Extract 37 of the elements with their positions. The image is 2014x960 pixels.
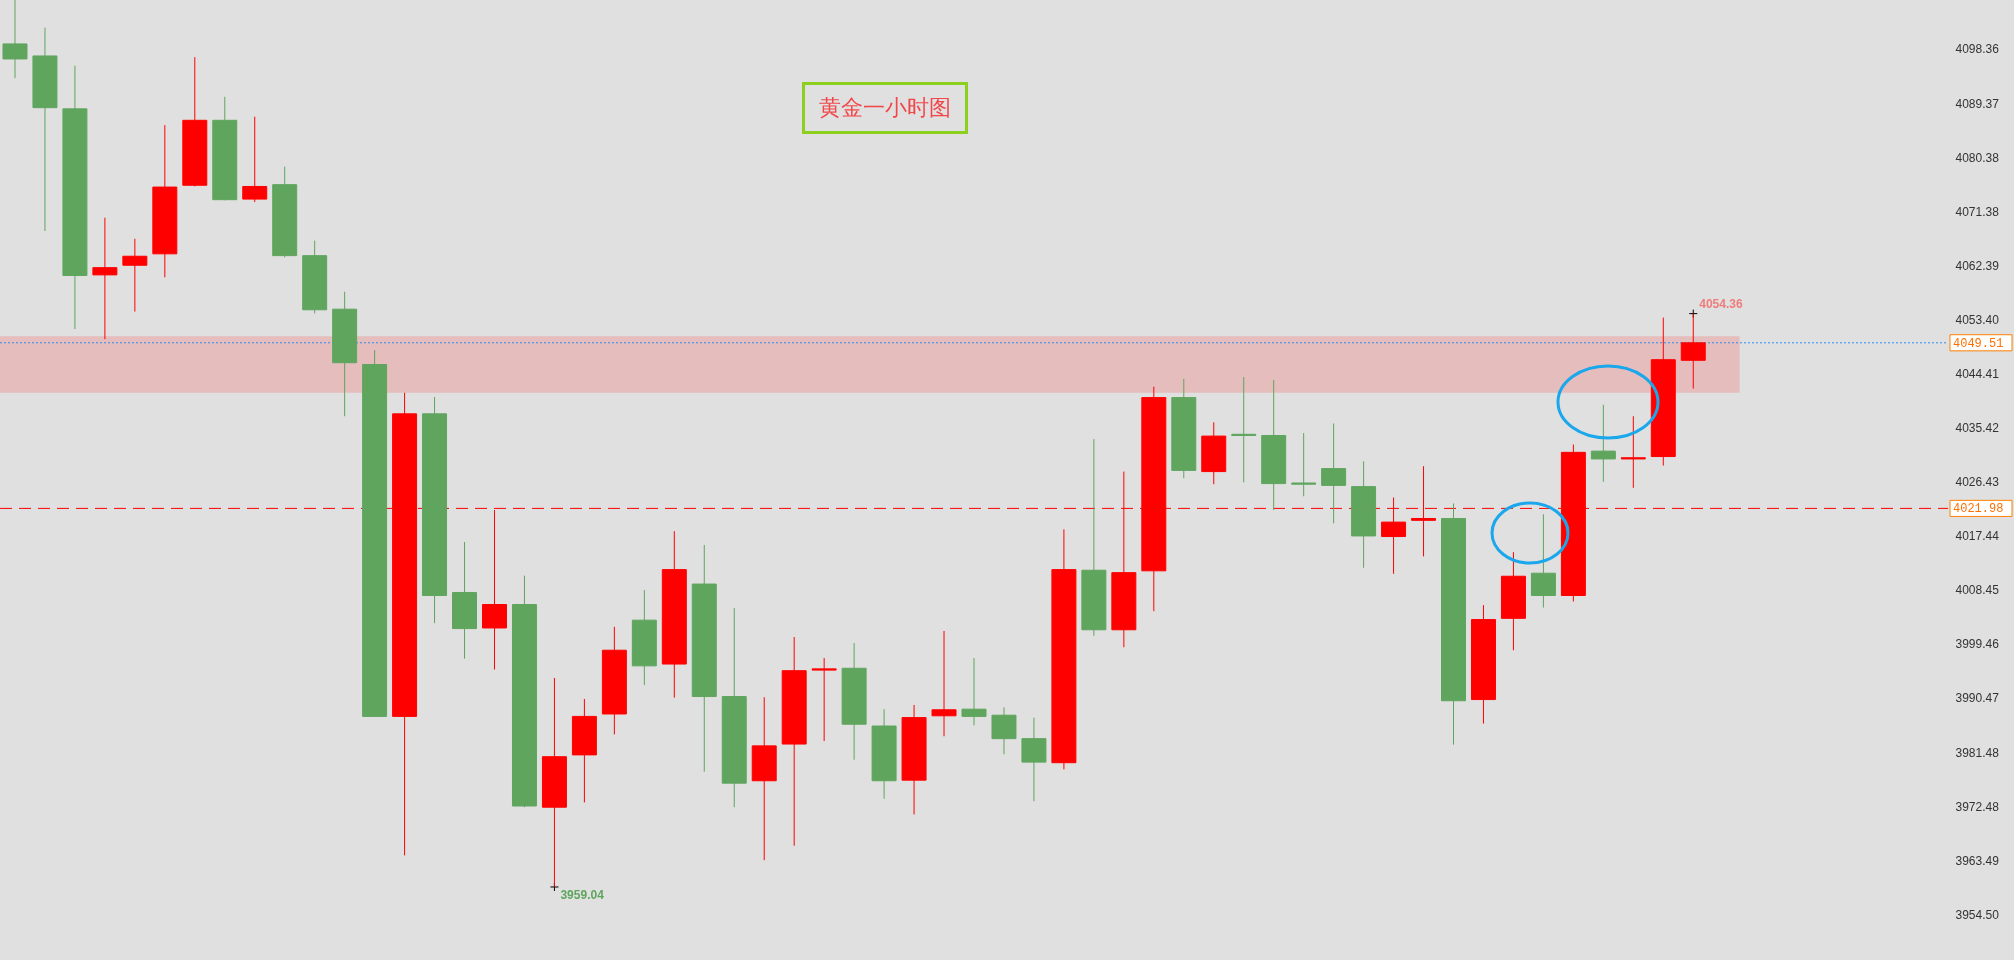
y-tick-label: 3963.49 [1955,853,2000,868]
title-frame: 黄金一小时图 [802,82,968,134]
y-tick-label: 4080.38 [1955,150,2000,165]
candlestick [1321,422,1347,524]
y-tick-label: 4098.36 [1955,42,2000,57]
candlestick [931,630,957,737]
candlestick [1530,513,1556,609]
candlestick [1021,717,1047,802]
candlestick [92,217,118,340]
y-tick-label: 3981.48 [1955,745,2000,760]
candlestick [811,657,837,742]
y-tick-label: 4089.37 [1955,96,2000,111]
candlestick [1291,432,1317,497]
y-tick-label: 4053.40 [1955,312,2000,327]
candlestick [122,238,148,313]
y-tick-label: 3954.50 [1955,907,2000,922]
candlestick [961,657,987,726]
y-tick-label: 3999.46 [1955,637,2000,652]
candlestick [991,706,1017,755]
ref-line-label: 4021.98 [1953,502,2004,517]
candlestick [1590,404,1616,483]
y-tick-label: 3990.47 [1955,691,2000,706]
y-tick-label: 4044.41 [1955,366,2000,381]
y-tick-label: 4008.45 [1955,583,2000,598]
y-tick-label: 4017.44 [1955,529,2000,544]
annotation: 4054.36 [1699,296,1743,311]
candlestick [1620,415,1646,489]
y-tick-label: 4071.38 [1955,204,2000,219]
y-tick-label: 3972.48 [1955,799,2000,814]
annotation: 3959.04 [560,887,605,902]
y-tick-label: 4062.39 [1955,258,2000,273]
candlestick [2,0,28,79]
y-tick-label: 4026.43 [1955,475,2000,490]
y-tick-label: 4035.42 [1955,421,2000,436]
ref-line-label: 4049.51 [1953,336,2004,351]
candlestick [242,116,268,203]
candlestick [1231,376,1257,483]
